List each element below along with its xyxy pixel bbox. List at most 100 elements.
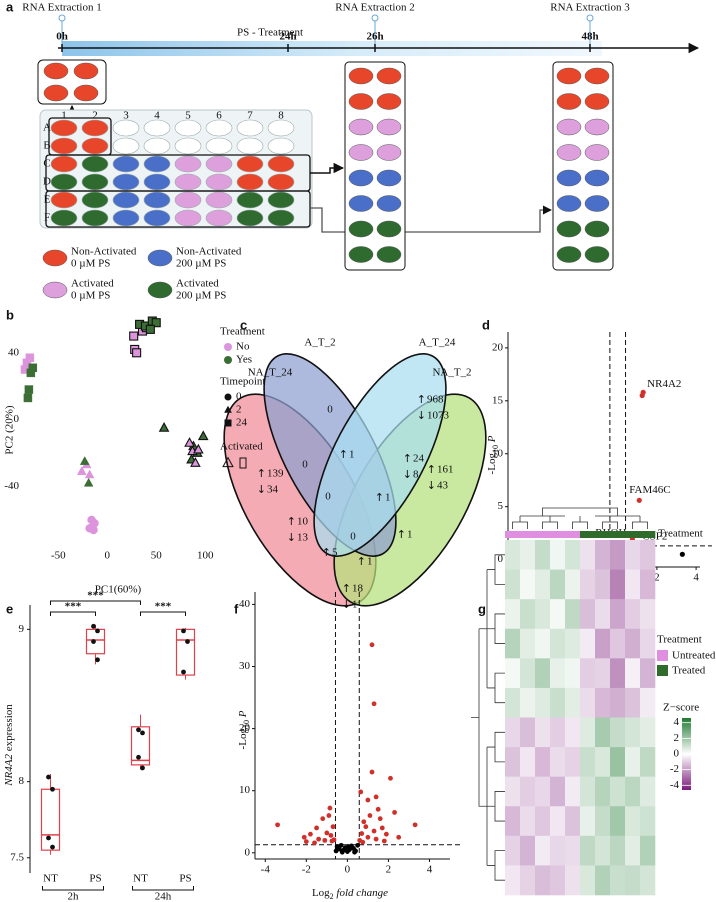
legend-title: Activated [220, 441, 263, 453]
down-arrow: ↓ [287, 531, 296, 544]
well [348, 246, 374, 263]
x-tick-label: 4 [693, 572, 699, 584]
well [43, 84, 69, 102]
x-tick-label: -50 [51, 550, 66, 562]
well [174, 119, 202, 137]
heat-cell [505, 835, 521, 866]
point [365, 797, 371, 803]
point-label: FAM46C [629, 484, 670, 496]
extraction-pin-head [58, 14, 66, 22]
up-arrow: ↑ [287, 515, 296, 528]
point [639, 392, 645, 399]
y-tick-label: 7.5 [10, 851, 24, 863]
y-tick-label: -40 [4, 480, 19, 492]
heat-cell [520, 865, 536, 896]
sample-column [344, 61, 406, 271]
y-tick-label: 30 [239, 660, 251, 672]
heat-cell [565, 865, 581, 896]
heat-cell [535, 540, 551, 570]
point-label: NR4A2 [647, 378, 681, 390]
heat-cell [580, 747, 596, 777]
up-arrow: ↑ [257, 467, 266, 480]
point [24, 385, 34, 394]
plate-col-label: 6 [216, 110, 222, 122]
heat-cell [625, 658, 641, 689]
heat-cell [505, 806, 521, 837]
venn-set-label: NA_T_2 [432, 367, 471, 379]
x-tick-label: PS [89, 873, 101, 885]
heat-cell [640, 747, 656, 777]
legend-label: Yes [236, 354, 252, 366]
plate-row-label: B [43, 140, 50, 152]
x-tick-label: 100 [197, 550, 214, 562]
plate-col-label: 8 [278, 110, 284, 122]
heat-cell [520, 628, 536, 659]
x-tick-label: -4 [261, 864, 271, 876]
venn-set [313, 353, 447, 557]
well [584, 118, 610, 136]
treatment-label: PS - Treatment [237, 27, 303, 39]
group-bracket [132, 886, 194, 891]
y-axis-label-part: expression [3, 704, 15, 754]
heat-cell [565, 717, 581, 748]
well [267, 119, 295, 137]
point [26, 368, 36, 378]
y-tick-label: 40 [239, 598, 251, 610]
legend-swatch [224, 356, 232, 364]
point [373, 794, 379, 800]
annotation-cell [625, 531, 641, 538]
point [361, 819, 367, 825]
y-tick-label: 10 [239, 784, 251, 796]
venn-count: 139 [267, 468, 284, 480]
y-axis-label-part: 10 [491, 445, 500, 453]
point [224, 419, 232, 427]
x-axis-label-part: Log [312, 887, 330, 899]
heat-cell [565, 540, 581, 570]
well [376, 169, 402, 187]
well [376, 144, 402, 161]
point [679, 551, 685, 557]
well [112, 119, 140, 137]
point [145, 324, 155, 334]
heat-cell [535, 806, 551, 837]
heat-cell [505, 747, 521, 777]
plate-col-label: 7 [247, 110, 253, 122]
heat-cell [565, 628, 581, 659]
well [376, 67, 402, 85]
x-tick-label: NT [43, 873, 58, 885]
heat-cell [610, 658, 626, 689]
point [181, 628, 186, 634]
heat-cell [535, 658, 551, 689]
y-tick-label: 15 [492, 394, 504, 406]
heat-cell [550, 865, 566, 896]
point [140, 730, 145, 736]
point [193, 443, 204, 454]
heat-cell [505, 658, 521, 689]
heat-cell [550, 569, 566, 600]
heat-cell [550, 687, 566, 718]
y-axis-label-part: -Log [486, 453, 498, 475]
heat-cell [595, 776, 611, 807]
well [50, 191, 78, 209]
heat-cell [640, 835, 656, 866]
legend-swatch [224, 343, 232, 351]
heat-cell [625, 717, 641, 748]
legend-label: 0 [236, 391, 242, 403]
point [388, 775, 393, 781]
well [112, 191, 140, 209]
heat-cell [535, 599, 551, 630]
well [556, 195, 582, 212]
well [267, 191, 295, 209]
well [556, 144, 582, 161]
heat-cell [625, 776, 641, 807]
venn-count: 1 [349, 449, 355, 461]
x-tick-label: 2 [654, 572, 660, 584]
x-tick-label: 0 [105, 550, 111, 562]
sig-bracket [50, 611, 96, 616]
well [584, 195, 610, 212]
heat-cell [640, 569, 656, 600]
up-arrow: ↑ [417, 393, 426, 406]
heat-cell [595, 540, 611, 570]
venn-count: 24 [413, 453, 425, 465]
well [236, 191, 264, 209]
